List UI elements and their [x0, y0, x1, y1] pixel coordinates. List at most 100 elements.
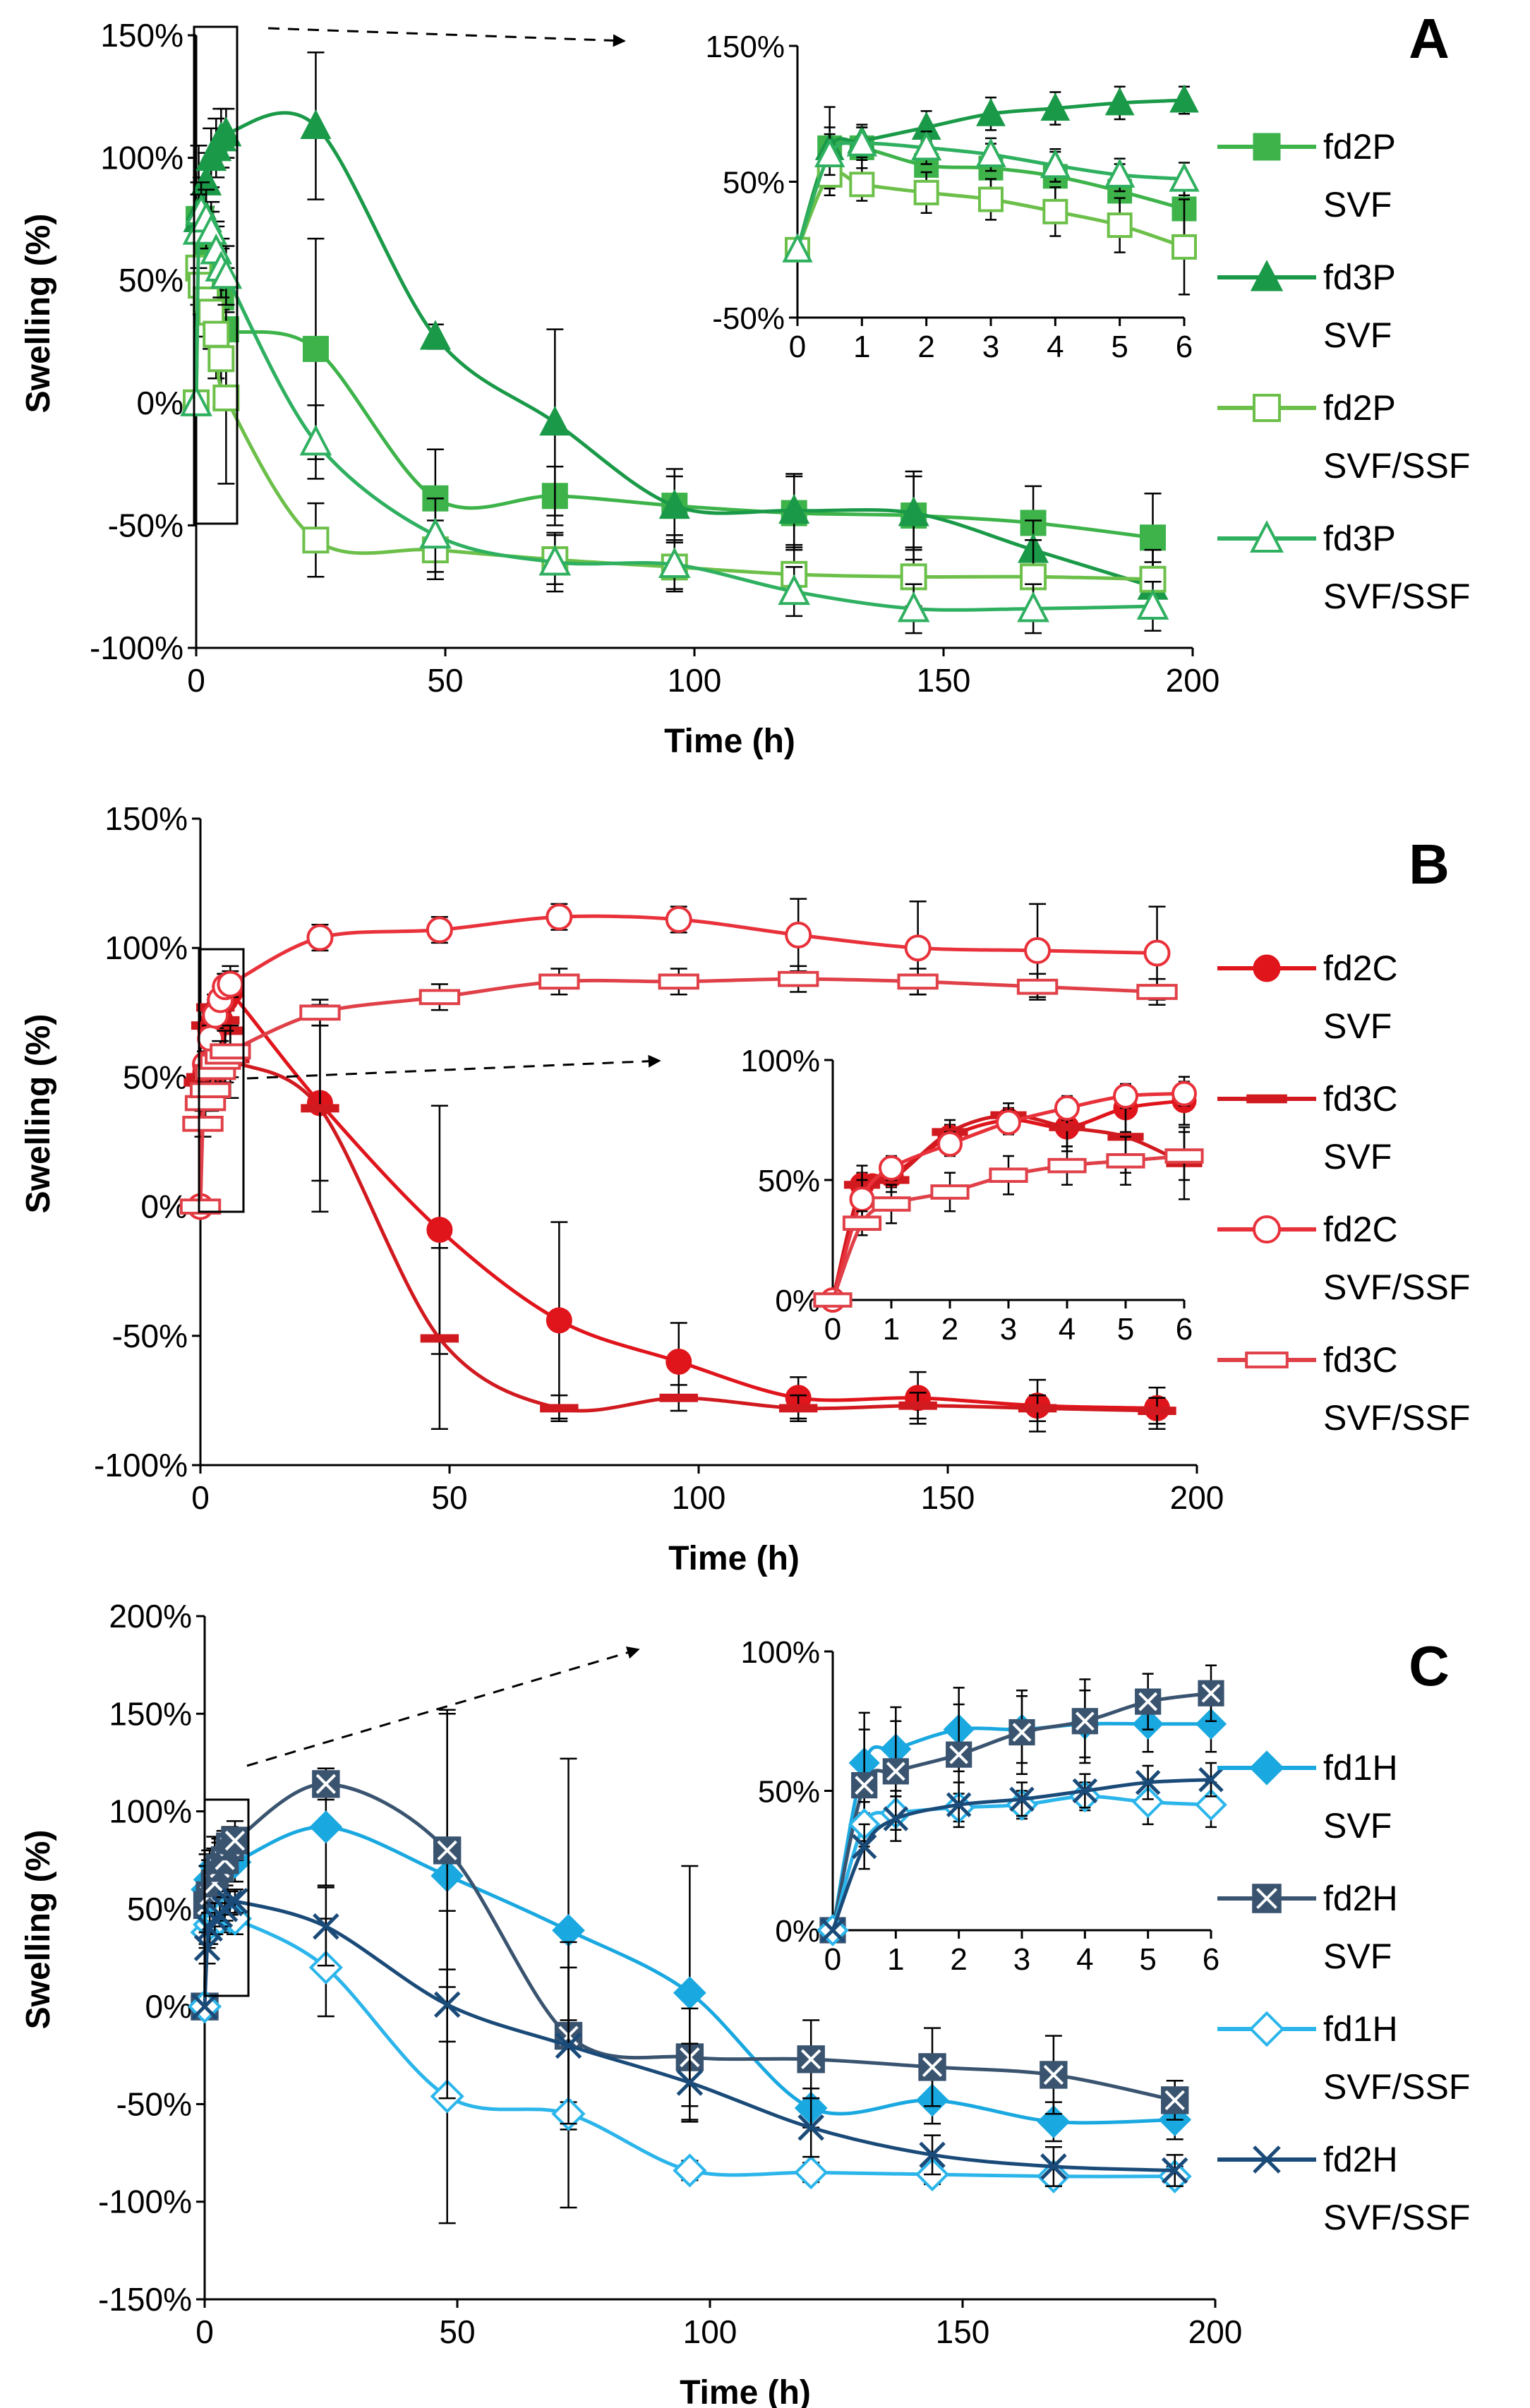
data-point — [842, 1215, 882, 1232]
data-point — [300, 109, 332, 139]
data-point — [546, 1307, 572, 1334]
legend-sublabel: SVF/SSF — [1323, 2067, 1470, 2107]
legend-sublabel: SVF — [1323, 1937, 1392, 1976]
data-point — [203, 320, 230, 348]
inset-y-tick-label: 100% — [740, 1044, 820, 1078]
inset-y-tick-label: 100% — [740, 1635, 820, 1670]
data-point — [918, 2053, 946, 2081]
x-tick-label: 150 — [921, 1479, 975, 1516]
y-tick-label: 0% — [137, 385, 183, 421]
data-point — [1198, 1766, 1224, 1793]
data-point — [313, 1913, 339, 1940]
inset-x-tick-label: 6 — [1176, 330, 1193, 364]
data-point — [312, 1770, 340, 1798]
inset-y-tick-label: 50% — [723, 166, 785, 200]
data-point — [540, 1404, 579, 1413]
zoom-box — [193, 25, 239, 525]
data-point — [778, 574, 811, 606]
inset-series-fd2h-svf-ssf — [820, 1762, 1224, 1943]
data-point — [420, 1334, 459, 1343]
inset-x-tick-label: 4 — [1076, 1942, 1093, 1977]
data-point — [1138, 1407, 1176, 1416]
y-tick-label: 50% — [127, 1891, 192, 1927]
x-tick-label: 0 — [191, 1479, 210, 1516]
y-tick-label: 150% — [100, 17, 183, 54]
legend-marker — [1245, 1352, 1289, 1368]
legend-label: fd2C — [1323, 1210, 1398, 1249]
data-point-cross — [1138, 1692, 1158, 1711]
data-point — [1049, 1123, 1085, 1131]
data-point — [879, 1155, 904, 1181]
legend-entry: fd1H SVF — [1217, 1748, 1398, 1846]
y-tick-label: 50% — [123, 1059, 188, 1095]
y-tick-label: 50% — [119, 262, 183, 299]
legend-sublabel: SVF — [1323, 1806, 1392, 1846]
data-point — [546, 903, 573, 931]
data-point-cross — [224, 1830, 246, 1851]
x-tick-label: 0 — [195, 2313, 214, 2350]
data-point-cross — [1164, 2090, 1185, 2111]
data-point — [1143, 939, 1171, 967]
data-point — [1169, 84, 1199, 113]
data-point — [937, 1131, 963, 1157]
data-point — [302, 335, 329, 362]
data-point — [778, 970, 819, 987]
legend-sublabel: SVF/SSF — [1323, 1268, 1470, 1307]
legend-marker — [1253, 133, 1281, 161]
legend-marker — [1249, 520, 1284, 553]
legend-label: fd2H — [1323, 2140, 1398, 2179]
data-point — [1071, 1708, 1098, 1735]
data-point — [897, 973, 939, 990]
data-point — [797, 2114, 824, 2141]
data-point — [1169, 162, 1200, 192]
data-point-cross — [1075, 1711, 1095, 1731]
panel-label: A — [1409, 7, 1450, 70]
inset-x-tick-label: 6 — [1203, 1942, 1219, 1977]
data-point — [989, 1167, 1028, 1184]
data-point — [851, 1834, 877, 1860]
panel-label: C — [1409, 1635, 1450, 1697]
data-point — [538, 973, 580, 990]
y-tick-label: -100% — [98, 2184, 192, 2220]
data-point-cross — [801, 2049, 821, 2069]
data-point — [309, 1810, 343, 1844]
data-point-cross — [855, 1776, 874, 1795]
x-tick-label: 50 — [439, 2313, 475, 2350]
y-tick-label: -50% — [108, 507, 183, 543]
legend-sublabel: SVF/SSF — [1323, 2198, 1470, 2237]
inset-series-fd2h-svf — [819, 1664, 1224, 1944]
data-point — [978, 186, 1004, 212]
x-axis-title: Time (h) — [680, 2374, 811, 2408]
data-point — [1106, 1153, 1145, 1169]
data-point — [1040, 92, 1071, 121]
data-point — [946, 1741, 972, 1768]
inset-x-tick-label: 3 — [1013, 1942, 1030, 1977]
panel-label: B — [1409, 833, 1450, 896]
y-tick-label: 200% — [109, 1598, 192, 1635]
data-point — [191, 1993, 218, 2020]
legend-entry: fd3C SVF — [1217, 1079, 1398, 1176]
data-point-cross — [949, 1745, 969, 1764]
data-point — [1054, 1095, 1080, 1121]
legend-entry: fd3P SVF/SSF — [1217, 519, 1470, 616]
data-point — [846, 127, 878, 157]
data-point — [794, 2155, 829, 2190]
inset-x-tick-label: 2 — [941, 1312, 958, 1347]
inset-x-tick-label: 0 — [789, 330, 806, 364]
data-point — [1135, 1688, 1162, 1715]
x-tick-label: 150 — [936, 2313, 990, 2350]
data-point — [882, 1758, 909, 1785]
inset-x-tick-label: 5 — [1117, 1312, 1134, 1347]
legend-marker — [1253, 1215, 1281, 1244]
panel-c: -150%-100%-50%0%50%100%150%200%0 50 100 150… — [20, 1598, 1470, 2408]
inset-y-tick-label: -50% — [712, 301, 785, 336]
data-point — [426, 1217, 453, 1244]
inset-x-tick-label: 1 — [883, 1312, 900, 1347]
inset-x-tick-label: 3 — [1000, 1312, 1017, 1347]
series-fd2h-svf-ssf — [191, 1886, 1188, 2187]
legend-label: fd3C — [1323, 1340, 1398, 1380]
legend-entry: fd1H SVF/SSF — [1217, 2009, 1470, 2107]
data-point — [210, 116, 242, 147]
data-point — [813, 1292, 853, 1308]
legend-marker-cross — [1256, 1888, 1277, 1909]
